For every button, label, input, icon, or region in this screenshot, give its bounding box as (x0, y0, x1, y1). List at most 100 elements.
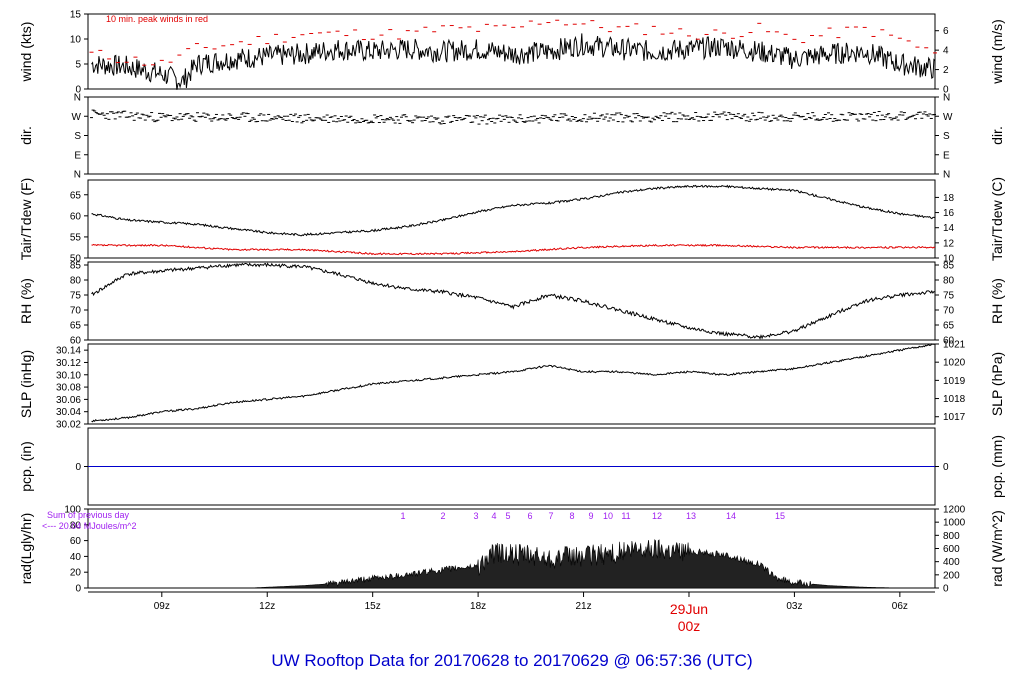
slp-right-tick-label: 1019 (943, 376, 966, 387)
rad-left-tick-label: 80 (70, 520, 82, 531)
solar-hour-label: 2 (440, 511, 445, 521)
temp-left-tick-label: 55 (70, 232, 82, 243)
wind-right-tick-label: 2 (943, 65, 949, 76)
rad-right-tick-label: 0 (943, 584, 949, 595)
x-tick-label: 03z (786, 601, 802, 612)
temp-left-tick-label: 50 (70, 254, 82, 265)
temp-right-tick-label: 14 (943, 223, 955, 234)
rad-left-tick-label: 40 (70, 552, 82, 563)
solar-hour-label: 4 (491, 511, 496, 521)
rad-right-tick-label: 600 (943, 544, 960, 555)
wind-left-axis-label: wind (kts) (18, 22, 34, 83)
rh-left-tick-label: 60 (70, 336, 82, 347)
wind-right-tick-label: 0 (943, 85, 949, 96)
dir-right-tick-label: E (943, 150, 950, 161)
solar-hour-label: 6 (527, 511, 532, 521)
rad-right-tick-label: 200 (943, 570, 960, 581)
rad-left-tick-label: 60 (70, 536, 82, 547)
dir-right-tick-label: N (943, 93, 950, 104)
wind-left-tick-label: 0 (75, 85, 81, 96)
solar-hour-label: 9 (588, 511, 593, 521)
rh-right-tick-label: 85 (943, 261, 955, 272)
solar-hour-label: 11 (621, 511, 630, 521)
slp-left-tick-label: 30.12 (56, 358, 81, 369)
slp-left-tick-label: 30.02 (56, 420, 81, 431)
dir-right-tick-label: W (943, 112, 953, 123)
temp-left-tick-label: 65 (70, 190, 82, 201)
slp-right-tick-label: 1018 (943, 394, 966, 405)
x-tick-label: 12z (259, 601, 275, 612)
date-label: 29Jun (670, 601, 708, 617)
x-tick-label: 06z (892, 601, 908, 612)
rh-right-tick-label: 60 (943, 336, 955, 347)
wind-panel-frame (87, 13, 936, 90)
x-tick-label: 21z (575, 601, 591, 612)
wind-right-tick-label: 6 (943, 26, 949, 37)
rad-right-tick-label: 1000 (943, 518, 966, 529)
solar-hour-label: 12 (652, 511, 662, 521)
solar-hour-label: 15 (775, 511, 785, 521)
solar-hour-label: 13 (686, 511, 696, 521)
slp-left-tick-label: 30.04 (56, 407, 81, 418)
rh-left-tick-label: 85 (70, 261, 82, 272)
rad-left-axis-label: rad(Lgly/hr) (18, 513, 34, 585)
rad-right-tick-label: 400 (943, 557, 960, 568)
wind-right-tick-label: 4 (943, 46, 949, 57)
rad-left-tick-label: 0 (75, 584, 81, 595)
rh-left-tick-label: 75 (70, 291, 82, 302)
dir-left-tick-label: E (74, 150, 81, 161)
solar-hour-label: 1 (400, 511, 405, 521)
temp-right-tick-label: 18 (943, 193, 955, 204)
figure-title: UW Rooftop Data for 20170628 to 20170629… (271, 651, 752, 670)
wind-left-tick-label: 10 (70, 35, 82, 46)
pcp-left-axis-label: pcp. (in) (18, 441, 34, 492)
slp-right-tick-label: 1021 (943, 340, 966, 351)
solar-hour-label: 10 (603, 511, 613, 521)
dir-right-axis-label: dir. (989, 126, 1005, 145)
slp-panel-frame (87, 343, 936, 425)
date-sublabel: 00z (678, 618, 701, 634)
solar-radiation-area (91, 539, 900, 589)
slp-right-axis-label: SLP (hPa) (989, 352, 1005, 416)
dir-left-axis-label: dir. (18, 126, 34, 145)
dir-left-tick-label: N (74, 93, 81, 104)
wind-speed-line (91, 33, 936, 90)
wind-left-tick-label: 15 (70, 10, 82, 21)
solar-hour-label: 3 (473, 511, 478, 521)
dewpoint-line (91, 243, 936, 256)
x-tick-label: 15z (365, 601, 381, 612)
rh-right-tick-label: 80 (943, 276, 955, 287)
temp-right-tick-label: 16 (943, 208, 955, 219)
radiation-sum-note-line1: Sum of previous day (47, 510, 130, 520)
slp-left-tick-label: 30.08 (56, 383, 81, 394)
rh-left-tick-label: 70 (70, 306, 82, 317)
radiation-sum-note-line2: <--- 20.04 MJoules/m^2 (42, 521, 137, 531)
rad-right-tick-label: 800 (943, 531, 960, 542)
rad-right-tick-label: 1200 (943, 505, 966, 516)
slp-left-tick-label: 30.10 (56, 370, 81, 381)
relative-humidity-line (91, 262, 936, 340)
temp-panel-frame (87, 179, 936, 259)
dir-left-tick-label: W (72, 112, 82, 123)
dir-right-tick-label: S (943, 131, 950, 142)
solar-hour-label: 7 (548, 511, 553, 521)
slp-left-tick-label: 30.06 (56, 395, 81, 406)
pcp-right-axis-label: pcp. (mm) (989, 435, 1005, 498)
dir-left-tick-label: S (74, 131, 81, 142)
rh-left-axis-label: RH (%) (18, 278, 34, 324)
temp-left-axis-label: Tair/Tdew (F) (18, 178, 34, 260)
rh-left-tick-label: 65 (70, 321, 82, 332)
slp-left-tick-label: 30.14 (56, 346, 81, 357)
solar-hour-label: 5 (505, 511, 510, 521)
air-temperature-line (91, 184, 936, 237)
rad-right-axis-label: rad (W/m^2) (989, 510, 1005, 587)
sea-level-pressure-line (91, 343, 936, 423)
rh-panel-frame (87, 261, 936, 341)
rh-right-tick-label: 70 (943, 306, 955, 317)
rh-left-tick-label: 80 (70, 276, 82, 287)
wind-left-tick-label: 5 (75, 60, 81, 71)
slp-right-tick-label: 1020 (943, 358, 966, 369)
wind-right-axis-label: wind (m/s) (989, 19, 1005, 85)
